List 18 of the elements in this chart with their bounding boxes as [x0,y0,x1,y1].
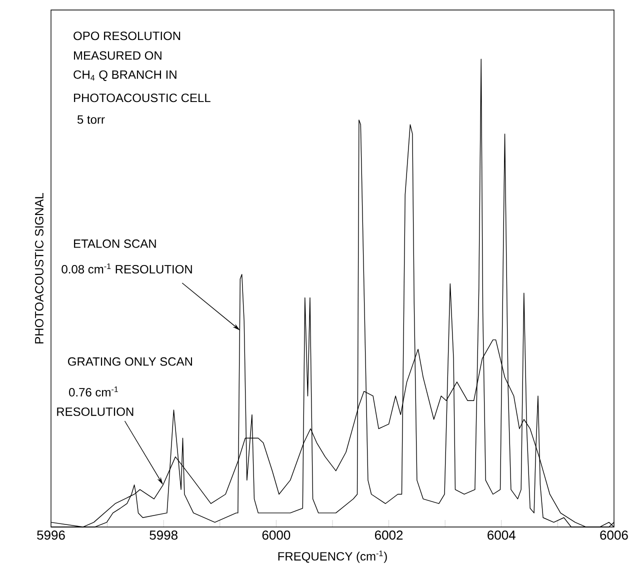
y-axis-title: PHOTOACOUSTIC SIGNAL [34,192,44,344]
x-tick-label: 6006 [600,530,628,540]
annotation: RESOLUTION [57,407,134,416]
annotation: 0.76 cm$^{-1}$ [69,386,118,397]
x-axis-title: FREQUENCY (cm$^{-1}$) [278,550,387,563]
annotation: MEASURED ON [74,51,162,60]
annotation: ETALON SCAN [74,239,156,248]
annotation: 5 torr [77,115,105,124]
annotation: GRATING ONLY SCAN [68,357,192,366]
text: OPO RESOLUTION [74,32,180,40]
annotation: 0.08 cm$^{-1}$ RESOLUTION [62,264,192,274]
x-tick-label: 5996 [37,530,65,540]
x-tick-label: 6002 [375,530,403,540]
x-tick-label: 6000 [262,530,290,540]
x-tick-label: 6004 [488,530,516,540]
annotation: PHOTOACOUSTIC CELL [74,94,210,102]
x-tick-label: 5998 [150,530,178,540]
annotation: CH$_{4}$ Q BRANCH IN [74,70,176,81]
